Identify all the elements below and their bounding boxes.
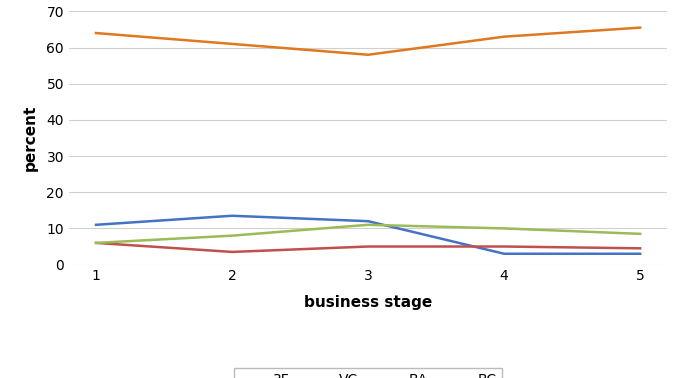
3F xyxy=(500,34,508,39)
Line: VC: VC xyxy=(96,216,640,254)
VC xyxy=(636,251,644,256)
BC xyxy=(636,232,644,236)
VC xyxy=(92,223,100,227)
BA xyxy=(92,241,100,245)
3F xyxy=(364,53,372,57)
VC xyxy=(228,214,236,218)
VC xyxy=(364,219,372,223)
VC xyxy=(500,251,508,256)
3F xyxy=(92,31,100,35)
BC xyxy=(500,226,508,231)
3F xyxy=(228,42,236,46)
Legend: 3F, VC, BA, BC: 3F, VC, BA, BC xyxy=(234,368,502,378)
BC xyxy=(92,241,100,245)
Line: BC: BC xyxy=(96,225,640,243)
BA xyxy=(228,249,236,254)
BA xyxy=(636,246,644,251)
BC xyxy=(364,223,372,227)
X-axis label: business stage: business stage xyxy=(304,294,432,310)
Line: BA: BA xyxy=(96,243,640,252)
3F xyxy=(636,25,644,30)
Y-axis label: percent: percent xyxy=(23,105,38,171)
Line: 3F: 3F xyxy=(96,28,640,55)
BA xyxy=(364,244,372,249)
BC xyxy=(228,233,236,238)
BA xyxy=(500,244,508,249)
